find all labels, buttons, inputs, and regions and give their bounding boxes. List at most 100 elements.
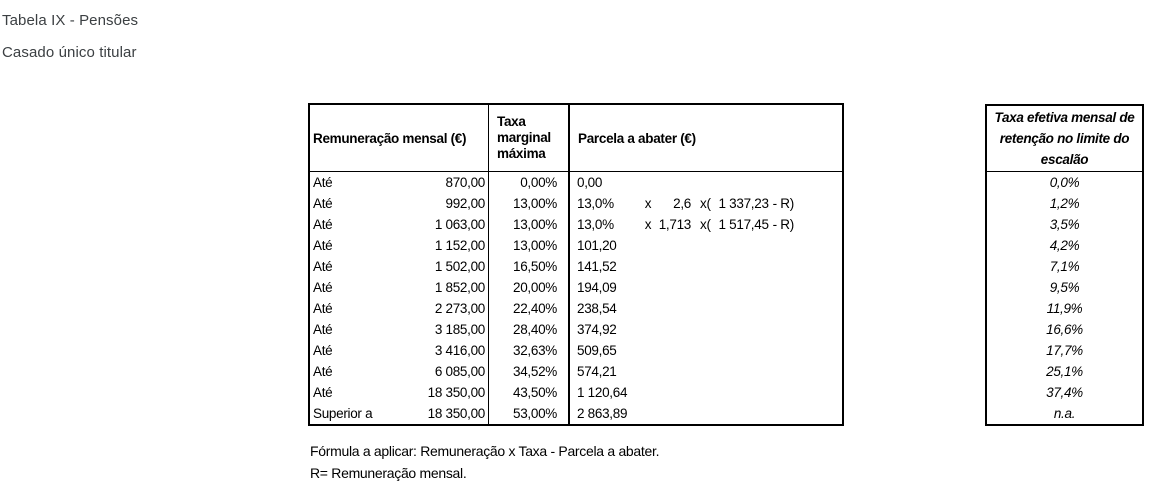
row-limit: 1 063,00 [434, 217, 485, 232]
row-limit: 1 152,00 [434, 238, 485, 253]
table-row: Até 1 852,00 20,00% 194,09 [310, 277, 842, 298]
cell-remuneracao: Até 6 085,00 [310, 361, 488, 382]
effective-rate-body: 0,0% 1,2% 3,5% 4,2% 7,1% 9,5% 11,9% 16,6… [987, 172, 1142, 424]
cell-taxa-marginal: 43,50% [488, 382, 568, 403]
cell-taxa-marginal: 28,40% [488, 319, 568, 340]
effective-rate-value: 1,2% [1049, 196, 1080, 211]
row-prefix: Até [313, 280, 333, 295]
footnote-formula: Fórmula a aplicar: Remuneração x Taxa - … [310, 443, 660, 459]
cell-parcela: 194,09 [568, 277, 842, 298]
row-prefix: Até [313, 217, 333, 232]
parcel-value: 13,0% [577, 196, 614, 211]
row-prefix: Até [313, 196, 333, 211]
cell-remuneracao: Até 992,00 [310, 193, 488, 214]
cell-parcela: 2 863,89 [568, 403, 842, 424]
pension-withholding-table: Remuneração mensal (€) Taxa marginal máx… [308, 103, 844, 426]
parcel-value: 101,20 [577, 238, 617, 253]
table-row: Até 6 085,00 34,52% 574,21 [310, 361, 842, 382]
effective-rate-value: 0,0% [1049, 175, 1080, 190]
effective-rate-value: 9,5% [1049, 280, 1080, 295]
parcel-value: 194,09 [577, 280, 617, 295]
row-prefix: Até [313, 343, 333, 358]
row-limit: 3 185,00 [434, 322, 485, 337]
parcel-formula: x 2,6 x(1 337,23- R) [644, 196, 794, 211]
row-limit: 2 273,00 [434, 301, 485, 316]
row-prefix: Até [313, 385, 333, 400]
parcel-value: 509,65 [577, 343, 617, 358]
table-row: Até 2 273,00 22,40% 238,54 [310, 298, 842, 319]
parcel-value: 374,92 [577, 322, 617, 337]
header-remuneracao: Remuneração mensal (€) [313, 130, 467, 146]
footnotes: Fórmula a aplicar: Remuneração x Taxa - … [310, 440, 659, 484]
cell-taxa-marginal: 13,00% [488, 235, 568, 256]
cell-parcela: 374,92 [568, 319, 842, 340]
row-limit: 6 085,00 [434, 364, 485, 379]
cell-parcela: 238,54 [568, 298, 842, 319]
cell-parcela: 509,65 [568, 340, 842, 361]
cell-remuneracao: Até 870,00 [310, 172, 488, 193]
cell-parcela: 13,0% x 1,713 x(1 517,45- R) [568, 214, 842, 235]
page-title: Tabela IX - Pensões [2, 12, 139, 29]
effective-rate-table: Taxa efetiva mensal de retenção no limit… [985, 104, 1144, 426]
table-row: Até 3 416,00 32,63% 509,65 [310, 340, 842, 361]
header-parcela: Parcela a abater (€) [568, 105, 842, 171]
cell-taxa-marginal: 34,52% [488, 361, 568, 382]
row-prefix: Até [313, 322, 333, 337]
table-row: Até 992,00 13,00% 13,0% x 2,6 x(1 337,23- R… [310, 193, 842, 214]
cell-parcela: 101,20 [568, 235, 842, 256]
cell-taxa-marginal: 20,00% [488, 277, 568, 298]
parcel-value: 13,0% [577, 217, 614, 232]
table-row: Até 1 502,00 16,50% 141,52 [310, 256, 842, 277]
parcel-value: 574,21 [577, 364, 617, 379]
effective-rate-value: 17,7% [1046, 343, 1083, 358]
table-row: Até 870,00 0,00% 0,00 [310, 172, 842, 193]
parcel-value: 2 863,89 [577, 406, 628, 421]
page-subtitle: Casado único titular [2, 44, 137, 61]
cell-taxa-marginal: 22,40% [488, 298, 568, 319]
parcel-formula: x 1,713 x(1 517,45- R) [644, 217, 794, 232]
cell-parcela: 13,0% x 2,6 x(1 337,23- R) [568, 193, 842, 214]
effective-rate-value: n.a. [1053, 406, 1076, 421]
row-limit: 1 502,00 [434, 259, 485, 274]
cell-taxa-marginal: 53,00% [488, 403, 568, 424]
row-prefix: Até [313, 238, 333, 253]
cell-remuneracao: Até 1 852,00 [310, 277, 488, 298]
table-row: Até 1 152,00 13,00% 101,20 [310, 235, 842, 256]
effective-rate-header: Taxa efetiva mensal de retenção no limit… [987, 106, 1142, 172]
table-row: Até 1 063,00 13,00% 13,0% x 1,713 x(1 517,4… [310, 214, 842, 235]
cell-remuneracao: Até 3 185,00 [310, 319, 488, 340]
cell-taxa-marginal: 32,63% [488, 340, 568, 361]
row-limit: 18 350,00 [427, 385, 486, 400]
cell-taxa-marginal: 13,00% [488, 214, 568, 235]
cell-remuneracao: Até 3 416,00 [310, 340, 488, 361]
parcel-value: 1 120,64 [577, 385, 628, 400]
parcel-value: 141,52 [577, 259, 617, 274]
row-prefix: Até [313, 259, 333, 274]
cell-remuneracao: Até 1 152,00 [310, 235, 488, 256]
parcel-value: 0,00 [577, 175, 603, 190]
cell-parcela: 574,21 [568, 361, 842, 382]
row-limit: 992,00 [445, 196, 486, 211]
cell-taxa-marginal: 16,50% [488, 256, 568, 277]
cell-remuneracao: Superior a 18 350,00 [310, 403, 488, 424]
row-limit: 1 852,00 [434, 280, 485, 295]
row-prefix: Superior a [313, 406, 373, 421]
footnote-r-definition: R= Remuneração mensal. [310, 465, 467, 481]
cell-taxa-marginal: 0,00% [488, 172, 568, 193]
row-limit: 870,00 [445, 175, 486, 190]
effective-rate-value: 16,6% [1046, 322, 1083, 337]
cell-parcela: 141,52 [568, 256, 842, 277]
row-prefix: Até [313, 364, 333, 379]
table-row: Até 18 350,00 43,50% 1 120,64 [310, 382, 842, 403]
cell-remuneracao: Até 18 350,00 [310, 382, 488, 403]
cell-parcela: 0,00 [568, 172, 842, 193]
header-taxa-marginal: Taxa marginal máxima [488, 105, 568, 171]
cell-taxa-marginal: 13,00% [488, 193, 568, 214]
parcel-value: 238,54 [577, 301, 617, 316]
row-prefix: Até [313, 301, 333, 316]
table-row: Até 3 185,00 28,40% 374,92 [310, 319, 842, 340]
effective-rate-value: 25,1% [1046, 364, 1083, 379]
table-row: Superior a 18 350,00 53,00% 2 863,89 [310, 403, 842, 424]
main-table-body: Até 870,00 0,00% 0,00 Até 992,00 13,00% … [310, 172, 842, 424]
cell-remuneracao: Até 1 502,00 [310, 256, 488, 277]
